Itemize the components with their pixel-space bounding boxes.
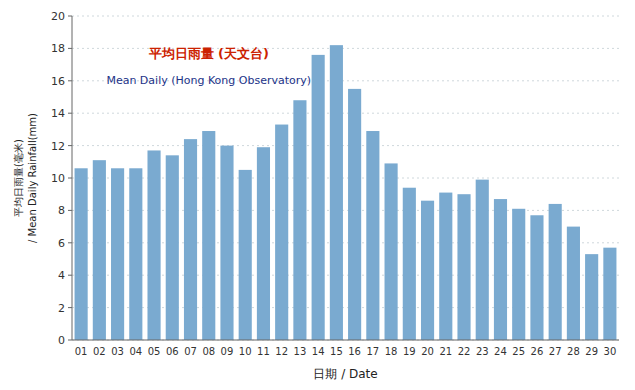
bar [293, 100, 306, 340]
y-tick [68, 178, 72, 179]
chart-container: 0246810121416182001020304050607080910111… [0, 0, 635, 390]
bar [220, 146, 233, 340]
y-axis-label: 平均日雨量(毫米)/ Mean Daily Rainfall(mm) [13, 113, 38, 243]
y-tick-label: 16 [51, 75, 65, 88]
y-tick [68, 16, 72, 17]
bar [93, 160, 106, 340]
grid-line [72, 145, 619, 146]
bar [147, 150, 160, 340]
bar [603, 248, 616, 340]
y-tick [68, 242, 72, 243]
annotation: Mean Daily (Hong Kong Observatory) [106, 74, 311, 87]
bar [512, 209, 525, 340]
bar [439, 193, 452, 340]
x-tick-label: 01 [75, 346, 88, 357]
bar [530, 215, 543, 340]
y-tick [68, 145, 72, 146]
bar [129, 168, 142, 340]
x-tick-label: 10 [239, 346, 252, 357]
y-tick-label: 8 [58, 204, 65, 217]
x-tick-label: 05 [148, 346, 161, 357]
y-tick [68, 307, 72, 308]
y-axis-line [72, 16, 73, 340]
x-tick-label: 13 [294, 346, 307, 357]
x-tick-label: 09 [221, 346, 234, 357]
x-tick-label: 23 [476, 346, 489, 357]
y-tick-label: 20 [51, 10, 65, 23]
y-tick [68, 80, 72, 81]
bar [202, 131, 215, 340]
bar [585, 254, 598, 340]
bar [330, 45, 343, 340]
bar [476, 180, 489, 340]
bar [385, 163, 398, 340]
bar [366, 131, 379, 340]
bar [275, 125, 288, 340]
grid [72, 16, 619, 340]
y-tick-label: 14 [51, 107, 65, 120]
x-tick-label: 18 [385, 346, 398, 357]
y-tick [68, 48, 72, 49]
y-tick [68, 275, 72, 276]
y-tick-label: 2 [58, 302, 65, 315]
y-tick-label: 12 [51, 140, 65, 153]
y-tick-label: 4 [58, 269, 65, 282]
y-tick-label: 10 [51, 172, 65, 185]
bars [75, 45, 617, 340]
bar [567, 227, 580, 340]
x-tick-label: 25 [512, 346, 525, 357]
bar [312, 55, 325, 340]
x-tick-label: 02 [93, 346, 106, 357]
chart: 0246810121416182001020304050607080910111… [0, 0, 635, 390]
x-tick-label: 17 [366, 346, 379, 357]
bar [75, 168, 88, 340]
x-tick-label: 27 [549, 346, 562, 357]
x-tick-label: 03 [111, 346, 124, 357]
y-tick-label: 0 [58, 334, 65, 347]
x-tick-label: 04 [129, 346, 142, 357]
x-tick-label: 28 [567, 346, 580, 357]
x-tick-label: 26 [531, 346, 544, 357]
x-tick-label: 16 [348, 346, 361, 357]
bar [494, 199, 507, 340]
bar [111, 168, 124, 340]
x-tick-label: 14 [312, 346, 325, 357]
x-axis-line [72, 340, 619, 341]
x-tick-label: 12 [275, 346, 288, 357]
x-tick-label: 21 [439, 346, 452, 357]
y-tick-label: 18 [51, 42, 65, 55]
x-tick-label: 15 [330, 346, 343, 357]
bar [457, 194, 470, 340]
x-tick-label: 29 [585, 346, 598, 357]
y-tick-label: 6 [58, 237, 65, 250]
x-tick-label: 22 [458, 346, 471, 357]
x-tick-label: 08 [202, 346, 215, 357]
x-axis-label: 日期 / Date [313, 367, 377, 381]
x-tick-label: 07 [184, 346, 197, 357]
bar [239, 170, 252, 340]
bar [421, 201, 434, 340]
bar [257, 147, 270, 340]
y-tick [68, 340, 72, 341]
bar [166, 155, 179, 340]
annotation: 平均日雨量 (天文台) [148, 46, 269, 61]
grid-line [72, 340, 619, 341]
bar [403, 188, 416, 340]
x-tick-label: 20 [421, 346, 434, 357]
x-tick-label: 19 [403, 346, 416, 357]
bar [549, 204, 562, 340]
grid-line [72, 16, 619, 17]
x-axis: 01 02 03 04 05 06 07 08 09 10 11 12 13 14 15 16 17 18 19 20… [75, 346, 617, 357]
bar [348, 89, 361, 340]
bar [184, 139, 197, 340]
x-tick-label: 11 [257, 346, 270, 357]
x-tick-label: 30 [604, 346, 617, 357]
y-tick [68, 210, 72, 211]
x-tick-label: 06 [166, 346, 179, 357]
y-tick [68, 113, 72, 114]
x-tick-label: 24 [494, 346, 507, 357]
grid-line [72, 113, 619, 114]
y-axis: 0 2 4 6 8 10 12 14 16 18 20 [51, 10, 72, 347]
